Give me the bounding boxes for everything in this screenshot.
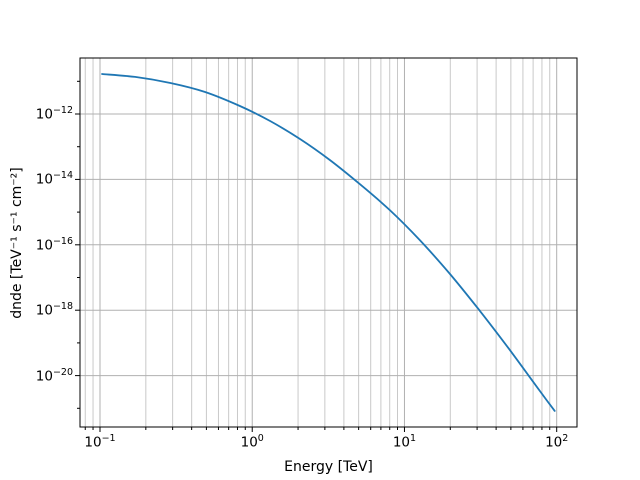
grid-major-lines (80, 58, 577, 427)
axes-frame (79, 57, 578, 428)
tick-marks (75, 80, 558, 432)
y-tick-label: 10−16 (35, 235, 73, 254)
x-axis-label: Energy [TeV] (284, 459, 373, 475)
x-tick-label: 100 (240, 433, 264, 451)
x-tick-label: 102 (545, 433, 569, 451)
x-tick-label: 10−1 (84, 433, 116, 451)
y-tick-label: 10−14 (35, 170, 73, 189)
y-tick-label: 10−20 (35, 366, 73, 385)
grid-minor-lines (84, 58, 551, 427)
spectrum-curve (101, 73, 556, 412)
y-axis-label: dnde [TeV⁻¹ s⁻¹ cm⁻²] (9, 166, 25, 319)
y-tick-label: 10−12 (35, 105, 73, 123)
x-tick-label: 101 (392, 433, 417, 451)
y-tick-label: 10−18 (35, 301, 73, 319)
